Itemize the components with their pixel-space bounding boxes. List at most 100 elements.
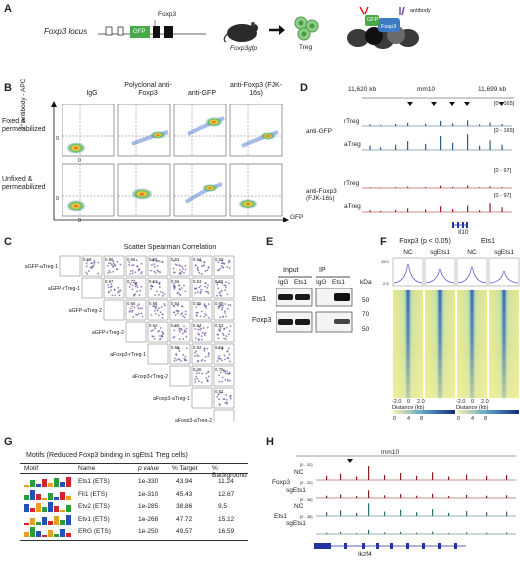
corr-value: 0.46 — [193, 367, 202, 372]
lane-igg-2: IgG — [316, 279, 327, 286]
corr-value: 0.55 — [193, 301, 202, 306]
corr-cell: 0.69 — [213, 299, 235, 321]
h-track-sgets1-2: sgEts1 — [286, 520, 306, 527]
lane-ets1-1: Ets1 — [294, 279, 308, 286]
corr-cell: 0.53 — [191, 277, 213, 299]
peak-marker — [431, 102, 437, 106]
corr-value: 0.54 — [193, 257, 202, 262]
motif-logo — [24, 527, 71, 538]
scale-8-b: 8 — [484, 416, 488, 422]
motif-background: 11.24 — [218, 478, 234, 485]
corr-sample-label: aFoxp3-rTreg-1 — [110, 352, 146, 358]
corr-cell: 0.66 — [125, 255, 147, 277]
scale-0-b: 0 — [457, 416, 461, 422]
corr-sample-label: aGFP-aTreg-1 — [25, 264, 58, 270]
hm-tick-mid-2: 0 — [471, 399, 475, 405]
x-axis-label: GFP — [290, 214, 304, 221]
corr-value: 0.69 — [215, 301, 224, 306]
corr-sample-label: aFoxp3-aTreg-1 — [153, 396, 190, 402]
corr-value: 0.67 — [215, 257, 224, 262]
peak-marker — [407, 102, 413, 106]
motif-row: Fli1 (ETS) 1e-310 45.43 12.67 — [20, 489, 248, 501]
corr-value: 0.55 — [149, 257, 158, 262]
western-blot — [276, 288, 353, 333]
motif-row: ERG (ETS) 1e-250 49.57 16.59 — [20, 526, 248, 538]
col-name: Name — [78, 465, 96, 472]
arrow-icon — [269, 25, 285, 35]
corr-cell: 0.54 — [169, 299, 191, 321]
corr-cell: 0.55 — [147, 255, 169, 277]
h-track-nc-2: NC — [294, 503, 304, 510]
track-foxp3-nc — [316, 466, 516, 481]
corr-cell: 0.46 — [191, 365, 213, 387]
corr-cell: 0.55 — [191, 299, 213, 321]
corr-value: 0.56 — [171, 323, 180, 328]
panel-c-title: Scatter Spearman Correlation — [123, 244, 217, 251]
track-gfp-atreg — [362, 134, 512, 151]
motif-p: 1e-268 — [138, 515, 159, 523]
corr-cell: 0.61 — [147, 277, 169, 299]
corr-value: 0.68 — [83, 257, 92, 262]
corr-cell — [169, 365, 191, 387]
corr-value: 0.52 — [193, 345, 202, 350]
motif-p: 1e-330 — [138, 478, 159, 485]
gfp-exon-label: GFP — [133, 29, 146, 35]
corr-cell: 0.76 — [213, 365, 235, 387]
gene-il10-model — [452, 222, 468, 228]
corr-value: 0.53 — [171, 257, 180, 262]
corr-value: 0.53 — [193, 279, 202, 284]
corr-cell: 0.52 — [191, 343, 213, 365]
panel-label-a: A — [4, 3, 12, 15]
corr-cell: 0.54 — [191, 255, 213, 277]
motif-background: 15.12 — [218, 515, 235, 523]
foxp3-locus-label: Foxp3 locus — [44, 27, 88, 36]
panel-label-c: C — [4, 236, 12, 248]
corr-sample-label: aGFP-rTreg-2 — [92, 330, 124, 336]
blot-row-foxp3: Foxp3 — [252, 317, 272, 324]
hm-tick-mid-1: 0 — [407, 399, 411, 405]
corr-value: 0.54 — [215, 345, 224, 350]
correlation-matrix: 0.68 0.86 0.66 0.55 0.53 0.54 0.67 aGFP-aTreg-1… — [25, 255, 235, 422]
corr-cell: 0.54 — [213, 387, 235, 409]
foxp3-locus-diagram — [98, 20, 206, 38]
genome-tracks-d — [362, 97, 514, 228]
col-header-igg: IgG — [86, 90, 98, 97]
motif-background: 12.67 — [218, 490, 235, 498]
panel-label-h: H — [266, 436, 274, 448]
cond-sgets1-1: sgEts1 — [430, 249, 450, 256]
corr-sample-label: aGFP-aTreg-2 — [69, 308, 102, 314]
gene-ikzf4-label: Ikzf4 — [358, 551, 372, 558]
h-track-sgets1-1: sgEts1 — [286, 487, 306, 494]
row-label-unfixed: Unfixed & permeabilized — [2, 176, 46, 191]
hm-tick-right-1: 2.0 — [417, 399, 425, 405]
motif-target: 38.86 — [176, 503, 193, 511]
treg-cells-icon — [294, 16, 319, 41]
foxp3-small-label: Foxp3 — [381, 24, 397, 30]
input-label: Input — [283, 267, 299, 274]
col-pvalue: p value — [138, 465, 159, 472]
corr-cell — [81, 277, 103, 299]
range-gfp-2: [0 - 165] — [494, 128, 515, 134]
motif-logo — [24, 477, 71, 487]
peak-marker — [464, 102, 470, 106]
motif-logo — [24, 502, 71, 513]
col-header-anti-gfp: anti-GFP — [187, 90, 216, 97]
antibody-label: antibody — [410, 8, 431, 14]
motif-target: 49.57 — [176, 528, 193, 536]
corr-value: 0.68 — [171, 345, 180, 350]
track-foxp3-atreg — [362, 203, 512, 213]
hm-tick-left-1: -2.0 — [392, 399, 402, 405]
corr-value: 0.56 — [171, 279, 180, 284]
tick-zero-3: 0 — [56, 196, 60, 202]
heatmap-panel — [392, 257, 520, 414]
range-foxp3-2: [0 - 97] — [494, 193, 512, 199]
motif-target: 43.94 — [176, 478, 193, 485]
foxp3-group-text: Foxp3 (p < 0.05) — [399, 238, 451, 245]
corr-value: 0.55 — [215, 279, 224, 284]
group-label-gfp: anti-GFP — [306, 128, 333, 135]
motif-name: Fli1 (ETS) — [78, 490, 108, 498]
panel-label-g: G — [4, 436, 13, 448]
corr-cell — [191, 387, 213, 409]
corr-sample-label: aFoxp3-aTreg-2 — [175, 418, 212, 422]
corr-cell: 0.86 — [103, 255, 125, 277]
